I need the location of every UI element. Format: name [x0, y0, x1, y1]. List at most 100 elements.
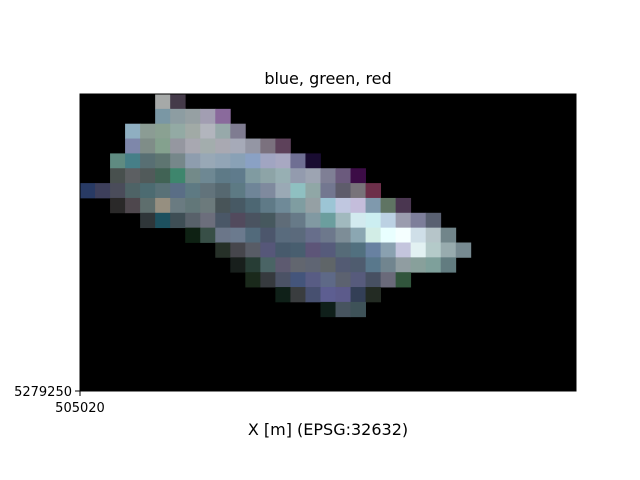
- raster-cell: [320, 168, 336, 184]
- raster-cell: [395, 227, 412, 243]
- raster-cell: [380, 242, 397, 258]
- raster-cell: [290, 242, 306, 258]
- raster-cell: [320, 257, 336, 273]
- raster-cell: [410, 257, 427, 273]
- raster-cell: [335, 197, 351, 214]
- raster-cell: [260, 153, 276, 169]
- raster-cell: [110, 153, 126, 169]
- raster-cell: [140, 123, 156, 139]
- raster-cell: [410, 227, 427, 243]
- raster-cell: [395, 257, 412, 273]
- raster-cell: [155, 153, 171, 169]
- raster-cell: [215, 153, 231, 169]
- raster-cell: [155, 94, 171, 110]
- raster-cell: [125, 153, 141, 169]
- raster-cell: [275, 227, 291, 243]
- raster-cell: [200, 183, 216, 199]
- raster-cell: [215, 123, 231, 139]
- raster-cell: [140, 183, 156, 199]
- raster-cell: [140, 212, 156, 229]
- raster-cell: [245, 153, 261, 169]
- raster-cell: [350, 301, 366, 318]
- raster-cell: [140, 197, 156, 214]
- raster-cell: [260, 138, 276, 154]
- raster-cell: [230, 168, 246, 184]
- raster-cell: [230, 197, 246, 214]
- raster-cell: [185, 123, 201, 139]
- raster-cell: [185, 183, 201, 199]
- raster-cell: [275, 197, 291, 214]
- raster-cell: [350, 257, 366, 273]
- raster-cell: [365, 227, 382, 243]
- raster-cell: [365, 242, 382, 258]
- raster-cell: [305, 257, 321, 273]
- raster-cell: [305, 183, 321, 199]
- raster-cell: [185, 153, 201, 169]
- raster-cell: [335, 242, 351, 258]
- raster-cell: [110, 168, 126, 184]
- raster-cell: [215, 108, 231, 125]
- raster-cell: [320, 272, 336, 288]
- raster-cell: [380, 197, 397, 214]
- raster-cell: [305, 227, 321, 243]
- raster-cell: [260, 272, 276, 288]
- raster-cell: [380, 212, 397, 229]
- raster-cell: [290, 227, 306, 243]
- raster-cell: [320, 301, 336, 318]
- raster-cell: [350, 242, 366, 258]
- raster-cell: [395, 197, 412, 214]
- raster-cell: [290, 168, 306, 184]
- raster-cell: [275, 212, 291, 229]
- raster-cell: [365, 183, 382, 199]
- raster-cell: [125, 183, 141, 199]
- raster-cell: [215, 242, 231, 258]
- raster-cell: [215, 197, 231, 214]
- raster-cell: [170, 183, 186, 199]
- raster-cell: [185, 168, 201, 184]
- raster-cell: [335, 257, 351, 273]
- raster-cell: [200, 197, 216, 214]
- raster-cell: [320, 287, 336, 303]
- raster-cell: [275, 272, 291, 288]
- raster-cell: [155, 183, 171, 199]
- raster-cell: [170, 138, 186, 154]
- raster-cell: [305, 242, 321, 258]
- raster-cell: [245, 227, 261, 243]
- raster-cell: [290, 197, 306, 214]
- raster-cell: [185, 212, 201, 229]
- raster-cell: [260, 197, 276, 214]
- raster-cell: [140, 138, 156, 154]
- raster-cell: [350, 197, 366, 214]
- raster-cell: [170, 108, 186, 125]
- raster-cell: [365, 197, 382, 214]
- raster-cell: [425, 227, 442, 243]
- raster-cell: [380, 257, 397, 273]
- raster-cell: [275, 138, 291, 154]
- raster-cell: [215, 138, 231, 154]
- raster-cell: [380, 227, 397, 243]
- raster-cell: [230, 138, 246, 154]
- raster-cell: [350, 168, 366, 184]
- raster-cell: [290, 212, 306, 229]
- raster-cell: [185, 197, 201, 214]
- raster-cell: [440, 227, 457, 243]
- raster-cell: [365, 212, 382, 229]
- raster-cell: [245, 183, 261, 199]
- raster-cell: [305, 272, 321, 288]
- raster-image: [80, 94, 576, 391]
- raster-cell: [320, 183, 336, 199]
- raster-cell: [245, 272, 261, 288]
- raster-cell: [395, 212, 412, 229]
- raster-cell: [230, 242, 246, 258]
- raster-cell: [155, 138, 171, 154]
- raster-cell: [260, 212, 276, 229]
- raster-cell: [170, 197, 186, 214]
- raster-cell: [230, 183, 246, 199]
- raster-cell: [155, 108, 171, 125]
- raster-cell: [410, 212, 427, 229]
- raster-cell: [170, 153, 186, 169]
- raster-cell: [125, 168, 141, 184]
- raster-cell: [320, 212, 336, 229]
- chart-title: blue, green, red: [264, 69, 391, 88]
- raster-cell: [140, 168, 156, 184]
